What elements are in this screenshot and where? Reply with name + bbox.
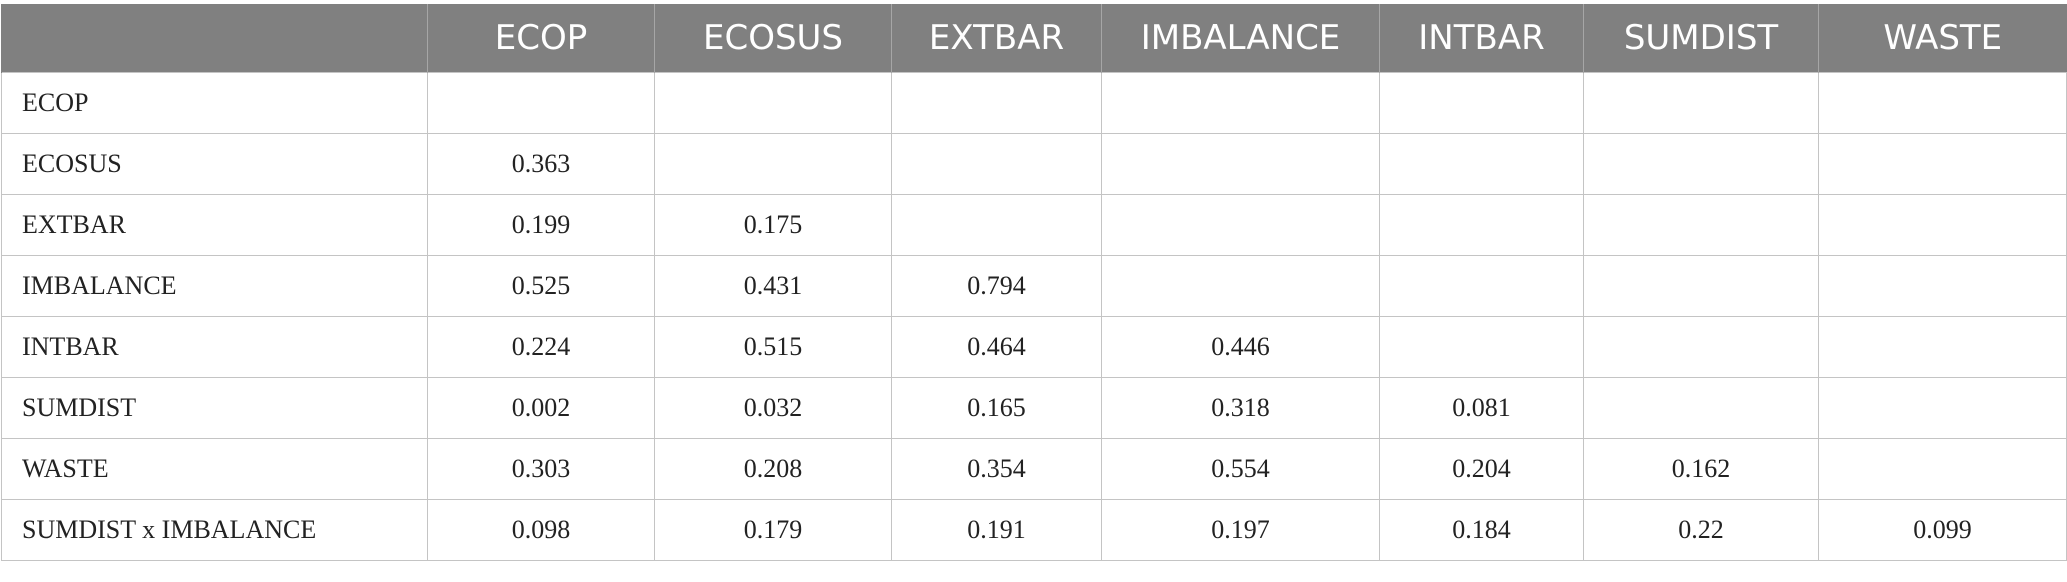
- cell: [891, 72, 1102, 134]
- row-label: WASTE: [1, 438, 428, 500]
- cell: [1101, 133, 1380, 195]
- table-body: ECOP ECOSUS 0.363 EXTBAR 0.199 0.175 IMBALANCE…: [1, 72, 2067, 561]
- cell: 0.554: [1101, 438, 1380, 500]
- cell: 0.431: [654, 255, 892, 317]
- cell: [1818, 316, 2067, 378]
- cell: 0.224: [427, 316, 655, 378]
- corner-cell: [1, 4, 428, 73]
- cell: 0.165: [891, 377, 1102, 439]
- cell: [1379, 255, 1584, 317]
- cell: [1379, 316, 1584, 378]
- cell: 0.191: [891, 499, 1102, 561]
- cell: [1583, 255, 1819, 317]
- cell: 0.098: [427, 499, 655, 561]
- column-header: SUMDIST: [1583, 4, 1819, 73]
- cell: 0.179: [654, 499, 892, 561]
- row-label: SUMDIST x IMBALANCE: [1, 499, 428, 561]
- table-row: SUMDIST 0.002 0.032 0.165 0.318 0.081: [1, 377, 2067, 439]
- column-header: EXTBAR: [891, 4, 1102, 73]
- cell: 0.354: [891, 438, 1102, 500]
- cell: [1818, 377, 2067, 439]
- cell: 0.002: [427, 377, 655, 439]
- cell: 0.199: [427, 194, 655, 256]
- cell: 0.515: [654, 316, 892, 378]
- cell: 0.197: [1101, 499, 1380, 561]
- cell: 0.363: [427, 133, 655, 195]
- cell: [1818, 194, 2067, 256]
- row-label: ECOP: [1, 72, 428, 134]
- cell: [1818, 72, 2067, 134]
- cell: 0.525: [427, 255, 655, 317]
- cell: [1101, 255, 1380, 317]
- table-row: ECOSUS 0.363: [1, 133, 2067, 195]
- row-label: INTBAR: [1, 316, 428, 378]
- cell: [1379, 133, 1584, 195]
- cell: [1379, 194, 1584, 256]
- row-label: IMBALANCE: [1, 255, 428, 317]
- cell: 0.081: [1379, 377, 1584, 439]
- cell: [1583, 377, 1819, 439]
- cell: 0.318: [1101, 377, 1380, 439]
- cell: 0.22: [1583, 499, 1819, 561]
- table-row: ECOP: [1, 72, 2067, 134]
- cell: 0.162: [1583, 438, 1819, 500]
- column-header: ECOSUS: [654, 4, 892, 73]
- table-row: INTBAR 0.224 0.515 0.464 0.446: [1, 316, 2067, 378]
- cell: [1583, 72, 1819, 134]
- header-row: ECOP ECOSUS EXTBAR IMBALANCE INTBAR SUMDIST WA…: [1, 4, 2067, 73]
- table-row: IMBALANCE 0.525 0.431 0.794: [1, 255, 2067, 317]
- column-header: ECOP: [427, 4, 655, 73]
- cell: 0.175: [654, 194, 892, 256]
- cell: 0.184: [1379, 499, 1584, 561]
- cell: 0.464: [891, 316, 1102, 378]
- cell: [1818, 438, 2067, 500]
- table-row: SUMDIST x IMBALANCE 0.098 0.179 0.191 0.197 0…: [1, 499, 2067, 561]
- cell: [891, 133, 1102, 195]
- cell: [1583, 133, 1819, 195]
- cell: 0.208: [654, 438, 892, 500]
- cell: [1583, 194, 1819, 256]
- row-label: ECOSUS: [1, 133, 428, 195]
- column-header: WASTE: [1818, 4, 2067, 73]
- cell: [654, 72, 892, 134]
- cell: [1818, 133, 2067, 195]
- column-header: IMBALANCE: [1101, 4, 1380, 73]
- cell: [1101, 194, 1380, 256]
- cell: [427, 72, 655, 134]
- cell: [1818, 255, 2067, 317]
- cell: 0.446: [1101, 316, 1380, 378]
- cell: [1379, 72, 1584, 134]
- row-label: EXTBAR: [1, 194, 428, 256]
- column-header: INTBAR: [1379, 4, 1584, 73]
- table-row: EXTBAR 0.199 0.175: [1, 194, 2067, 256]
- cell: [891, 194, 1102, 256]
- cell: 0.204: [1379, 438, 1584, 500]
- row-label: SUMDIST: [1, 377, 428, 439]
- cell: 0.794: [891, 255, 1102, 317]
- cell: 0.099: [1818, 499, 2067, 561]
- cell: [1583, 316, 1819, 378]
- cell: 0.303: [427, 438, 655, 500]
- cell: [1101, 72, 1380, 134]
- correlation-table: ECOP ECOSUS EXTBAR IMBALANCE INTBAR SUMDIST WA…: [1, 4, 2067, 561]
- cell: 0.032: [654, 377, 892, 439]
- cell: [654, 133, 892, 195]
- table-row: WASTE 0.303 0.208 0.354 0.554 0.204 0.162: [1, 438, 2067, 500]
